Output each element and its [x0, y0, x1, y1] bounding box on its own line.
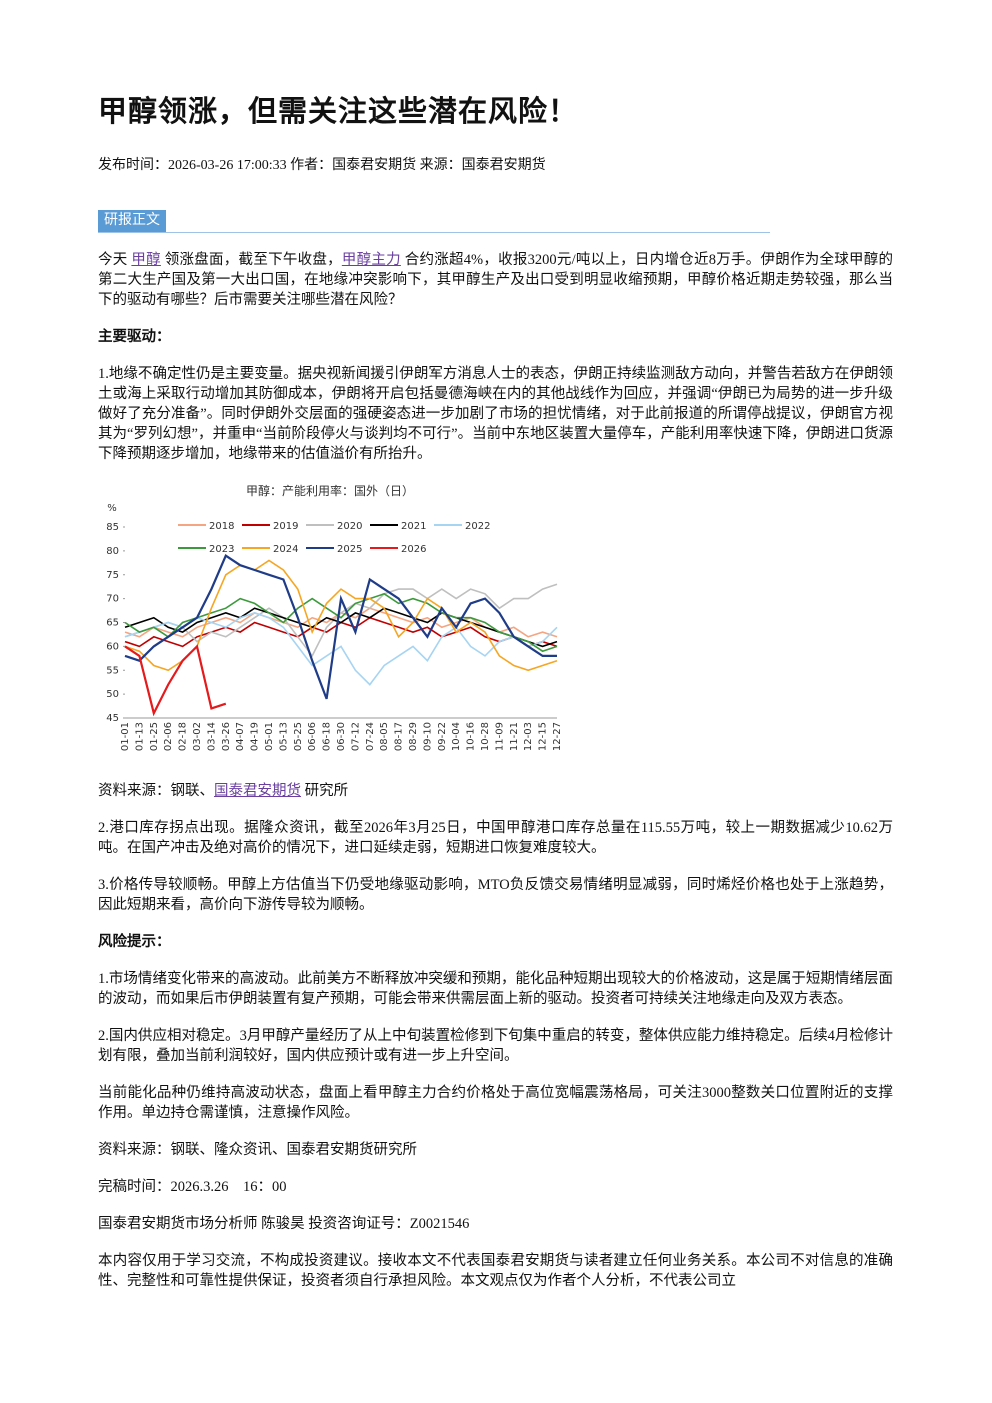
- x-tick-label: 04-07: [235, 722, 246, 751]
- tag-label: 研报正文: [98, 210, 166, 232]
- link[interactable]: 国泰君安期货: [214, 783, 301, 799]
- x-tick-label: 06-30: [336, 722, 347, 751]
- series-line: [124, 607, 558, 648]
- x-tick-label: 02-18: [178, 722, 189, 751]
- legend-label: 2020: [337, 521, 362, 532]
- y-tick-label: 50: [106, 689, 119, 700]
- x-tick-label: 05-13: [278, 722, 289, 751]
- text: 领涨盘面，截至下午收盘，: [160, 252, 342, 268]
- x-tick-label: 09-22: [437, 722, 448, 751]
- meta: 发布时间：2026-03-26 17:00:33 作者：国泰君安期货 来源：国泰…: [98, 158, 546, 173]
- intro: 今天 甲醇 领涨盘面，截至下午收盘，甲醇主力 合约涨超4%，收报3200元/吨以…: [98, 250, 893, 310]
- text: 今天: [98, 252, 132, 268]
- x-tick-label: 03-14: [206, 722, 217, 751]
- x-tick-label: 01-01: [120, 722, 131, 751]
- legend-label: 2019: [273, 521, 298, 532]
- x-tick-label: 11-21: [509, 722, 520, 751]
- x-tick-label: 10-28: [480, 722, 491, 751]
- y-tick-label: 65: [106, 618, 119, 629]
- x-tick-label: 09-10: [422, 722, 433, 751]
- disclaimer: 本内容仅用于学习交流，不构成投资建议。接收本文不代表国泰君安期货与读者建立任何业…: [98, 1253, 893, 1289]
- y-tick-label: 85: [106, 522, 119, 533]
- heading: 主要驱动：: [98, 329, 171, 345]
- x-tick-label: 07-12: [350, 722, 361, 751]
- title: 甲醇领涨，但需关注这些潜在风险！: [98, 94, 579, 128]
- section-tag: 研报正文: [98, 210, 893, 233]
- x-tick-label: 06-06: [307, 722, 318, 751]
- y-tick-label: 80: [106, 546, 119, 557]
- legend-label: 2022: [465, 521, 490, 532]
- x-tick-label: 03-26: [221, 722, 232, 751]
- series-line: [124, 583, 558, 658]
- link[interactable]: 甲醇: [131, 252, 161, 268]
- x-tick-label: 08-29: [408, 722, 419, 751]
- x-tick-label: 08-17: [394, 722, 405, 751]
- y-tick-label: 45: [106, 713, 119, 724]
- legend-label: 2023: [209, 544, 234, 555]
- x-tick-label: 03-02: [192, 722, 203, 751]
- paragraph: 1.市场情绪变化带来的高波动。此前美方不断释放冲突缓和预期，能化品种短期出现较大…: [98, 971, 893, 1007]
- legend-label: 2025: [337, 544, 362, 555]
- y-unit: %: [107, 503, 117, 514]
- y-tick-label: 75: [106, 570, 119, 581]
- article: 甲醇领涨，但需关注这些潜在风险！ 发布时间：2026-03-26 17:00:3…: [98, 0, 893, 1308]
- x-tick-label: 12-27: [552, 722, 563, 751]
- y-tick-label: 55: [106, 665, 119, 676]
- text: 资料来源：钢联、: [98, 783, 214, 799]
- analyst: 国泰君安期货市场分析师 陈骏昊 投资咨询证号：Z0021546: [98, 1216, 470, 1232]
- series-line: [124, 644, 227, 717]
- legend-label: 2026: [401, 544, 426, 555]
- chart-title: 甲醇：产能利用率：国外（日）: [246, 483, 414, 498]
- y-tick-label: 60: [106, 641, 119, 652]
- legend-label: 2021: [401, 521, 426, 532]
- x-tick-label: 12-03: [523, 722, 534, 751]
- series-line: [124, 554, 557, 700]
- x-tick-label: 01-13: [134, 722, 145, 751]
- x-tick-label: 10-16: [466, 722, 477, 751]
- text: 研究所: [301, 783, 349, 799]
- legend-label: 2018: [209, 521, 234, 532]
- text: 合约涨超4%，收报3200元/吨以上，日内增仓近8万手。伊朗作为全球甲醇的第二大…: [98, 252, 894, 308]
- x-tick-label: 02-06: [163, 722, 174, 751]
- link[interactable]: 甲醇主力: [341, 252, 401, 268]
- source: 资料来源：钢联、国泰君安期货 研究所: [98, 781, 893, 801]
- x-tick-label: 07-24: [365, 722, 376, 751]
- x-tick-label: 06-18: [322, 722, 333, 751]
- paragraph: 3.价格传导较顺畅。甲醇上方估值当下仍受地缘驱动影响，MTO负反馈交易情绪明显减…: [98, 877, 893, 913]
- legend-label: 2024: [273, 544, 298, 555]
- x-tick-label: 05-01: [264, 722, 275, 751]
- paragraph: 2.国内供应相对稳定。3月甲醇产量经历了从上中旬装置检修到下旬集中重启的转变，整…: [98, 1028, 893, 1064]
- heading: 风险提示：: [98, 934, 171, 950]
- source: 资料来源：钢联、隆众资讯、国泰君安期货研究所: [98, 1142, 417, 1158]
- y-tick-label: 70: [106, 594, 119, 605]
- x-tick-label: 01-25: [149, 722, 160, 751]
- x-tick-label: 08-05: [379, 722, 390, 751]
- paragraph: 2.港口库存拐点出现。据隆众资讯，截至2026年3月25日，中国甲醇港口库存总量…: [98, 820, 893, 856]
- chart: 甲醇：产能利用率：国外（日） % 45 50 55 60 65 70 75 80 85 01-01…: [106, 483, 563, 751]
- x-tick-label: 12-15: [538, 722, 549, 751]
- x-tick-label: 11-09: [494, 722, 505, 751]
- paragraph: 当前能化品种仍维持高波动状态，盘面上看甲醇主力合约价格处于高位宽幅震荡格局，可关…: [98, 1085, 893, 1121]
- paragraph: 1.地缘不确定性仍是主要变量。据央视新闻援引伊朗军方消息人士的表态，伊朗正持续监…: [98, 366, 893, 462]
- completed-time: 完稿时间：2026.3.26 16：00: [98, 1179, 287, 1195]
- x-tick-label: 04-19: [250, 722, 261, 751]
- x-tick-label: 10-04: [451, 722, 462, 751]
- x-tick-label: 05-25: [293, 722, 304, 751]
